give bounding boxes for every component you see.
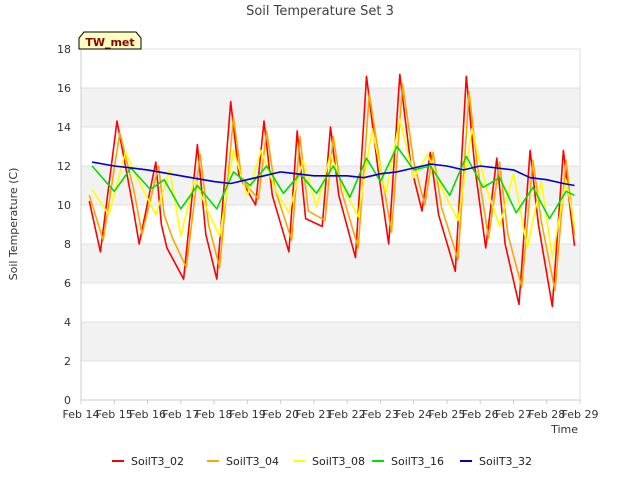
x-tick-label: Feb 25 [428, 408, 465, 421]
station-badge-box [78, 31, 142, 50]
x-tick-label: Feb 15 [96, 408, 133, 421]
chart-title: Soil Temperature Set 3 [246, 4, 394, 19]
grid-band [81, 88, 580, 127]
y-tick-label: 2 [64, 355, 71, 368]
y-axis: 0 2 4 6 8 10 12 14 16 18 [57, 43, 71, 407]
x-tick-label: Feb 28 [528, 408, 565, 421]
x-tick-label: Feb 24 [395, 408, 432, 421]
y-tick-label: 4 [64, 316, 71, 329]
series-line-soilt3-04 [88, 83, 576, 292]
x-tick-label: Feb 26 [462, 408, 499, 421]
series-line-soilt3-02 [88, 73, 576, 308]
x-tick-label: Feb 19 [229, 408, 266, 421]
y-tick-label: 8 [64, 238, 71, 251]
legend-label: SoilT3_08 [312, 455, 365, 468]
station-badge: TW_met [78, 31, 142, 50]
legend-label: SoilT3_04 [226, 455, 279, 468]
grid-band [81, 244, 580, 283]
y-axis-label: Soil Temperature (C) [7, 168, 20, 281]
y-tick-label: 16 [57, 82, 71, 95]
y-tick-label: 10 [57, 199, 71, 212]
series-line-soilt3-32 [91, 161, 575, 187]
y-tick-label: 0 [64, 394, 71, 407]
x-tick-label: Feb 29 [562, 408, 599, 421]
x-tick-label: Feb 23 [362, 408, 399, 421]
y-tick-label: 12 [57, 160, 71, 173]
series-layer [88, 73, 576, 308]
legend-label: SoilT3_16 [391, 455, 444, 468]
legend: SoilT3_02 SoilT3_04 SoilT3_08 SoilT3_16 Soil… [112, 455, 532, 468]
x-axis-label: Time [550, 423, 578, 436]
x-tick-label: Feb 14 [63, 408, 100, 421]
x-tick-label: Feb 16 [129, 408, 166, 421]
grid-band [81, 322, 580, 361]
series-line-soilt3-16 [91, 145, 575, 220]
x-tick-label: Feb 20 [262, 408, 299, 421]
x-tick-label: Feb 17 [162, 408, 199, 421]
y-tick-label: 6 [64, 277, 71, 290]
x-tick-label: Feb 27 [495, 408, 532, 421]
series-line-soilt3-08 [91, 118, 576, 259]
legend-label: SoilT3_32 [479, 455, 532, 468]
plot-area [80, 48, 581, 401]
y-tick-label: 18 [57, 43, 71, 56]
x-tick-label: Feb 22 [329, 408, 366, 421]
x-tick-label: Feb 21 [295, 408, 332, 421]
y-tick-label: 14 [57, 121, 71, 134]
legend-label: SoilT3_02 [131, 455, 184, 468]
station-badge-label: TW_met [85, 36, 134, 49]
x-tick-label: Feb 18 [196, 408, 233, 421]
